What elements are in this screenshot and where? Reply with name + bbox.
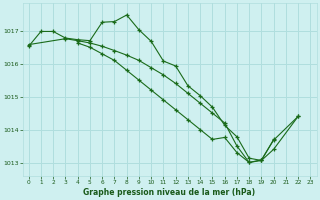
X-axis label: Graphe pression niveau de la mer (hPa): Graphe pression niveau de la mer (hPa): [84, 188, 256, 197]
